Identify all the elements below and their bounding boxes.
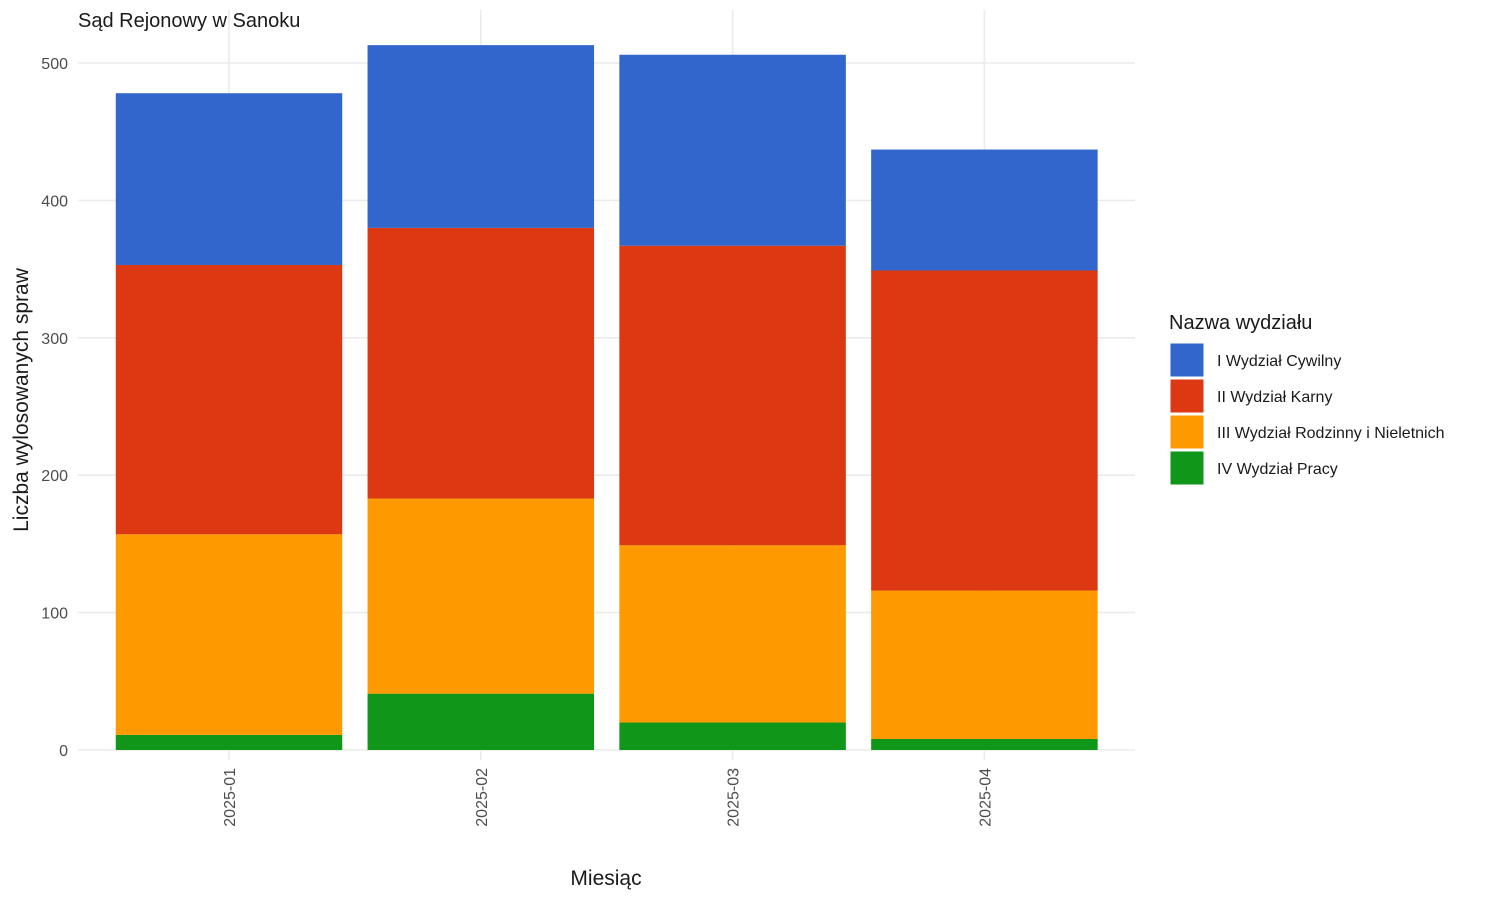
legend-swatch: [1169, 414, 1205, 450]
chart-title: Sąd Rejonowy w Sanoku: [78, 10, 300, 32]
bar-segment: [115, 534, 343, 735]
y-axis-title: Liczba wylosowanych spraw: [10, 267, 33, 532]
bars: [115, 45, 1098, 750]
bar-segment: [871, 739, 1098, 750]
x-tick-label: 2025-01: [222, 768, 239, 827]
x-axis-title: Miesiąc: [570, 867, 641, 890]
y-tick-label: 100: [41, 606, 68, 623]
y-tick-label: 0: [59, 743, 68, 760]
bar-segment: [619, 722, 846, 750]
legend-swatch: [1169, 378, 1205, 414]
x-tick-label: 2025-04: [977, 768, 994, 827]
bar-segment: [115, 93, 343, 265]
bar-segment: [367, 693, 595, 750]
y-tick-label: 300: [41, 331, 68, 348]
legend-label: I Wydział Cywilny: [1217, 353, 1341, 370]
legend: Nazwa wydziału I Wydział Cywilny II Wydzi…: [1169, 312, 1445, 486]
legend-label: II Wydział Karny: [1217, 389, 1332, 406]
bar-segment: [619, 245, 846, 546]
x-tick-label: 2025-03: [726, 768, 743, 827]
bar-segment: [367, 498, 595, 694]
bar-segment: [871, 270, 1098, 591]
x-axis: 2025-01 2025-02 2025-03 2025-04: [222, 768, 994, 827]
bar-segment: [871, 149, 1098, 271]
legend-swatch: [1169, 450, 1205, 486]
bar-segment: [871, 590, 1098, 740]
y-axis: 0 100 200 300 400 500: [41, 56, 68, 760]
bar-segment: [619, 545, 846, 723]
y-tick-label: 200: [41, 468, 68, 485]
bar-segment: [367, 45, 595, 228]
legend-label: IV Wydział Pracy: [1217, 461, 1338, 478]
bar-segment: [619, 54, 846, 246]
x-tick-label: 2025-02: [474, 768, 491, 827]
legend-label: III Wydział Rodzinny i Nieletnich: [1217, 425, 1445, 442]
bar-segment: [115, 264, 343, 535]
bar-segment: [367, 227, 595, 499]
y-tick-label: 400: [41, 193, 68, 210]
legend-title: Nazwa wydziału: [1169, 312, 1312, 334]
legend-swatch: [1169, 342, 1205, 378]
y-tick-label: 500: [41, 56, 68, 73]
bar-segment: [115, 734, 343, 750]
